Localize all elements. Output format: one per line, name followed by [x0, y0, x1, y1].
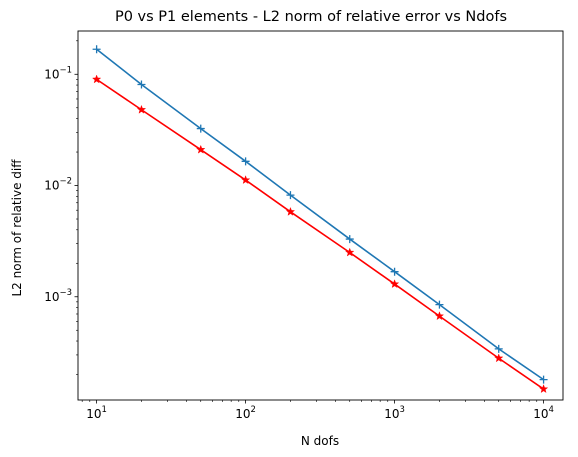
series-1 — [92, 45, 548, 384]
data-point — [285, 206, 296, 216]
data-point — [435, 300, 444, 309]
x-tick-label: 103 — [384, 405, 405, 421]
data-point — [539, 375, 548, 384]
x-axis-label: N dofs — [301, 434, 339, 448]
data-point — [434, 311, 445, 321]
ticks-layer: 101 102 103 104 10−3 10−2 10−1 — [44, 40, 554, 421]
data-point — [494, 353, 504, 363]
y-tick-label: 10−3 — [44, 288, 72, 304]
series-2 — [91, 74, 549, 394]
data-point — [240, 175, 251, 184]
data-point — [286, 191, 295, 200]
data-point — [136, 104, 147, 114]
series-line — [96, 78, 545, 390]
data-point — [137, 80, 146, 89]
data-point — [345, 235, 354, 244]
data-point — [196, 124, 205, 133]
y-tick-label: 10−1 — [44, 65, 72, 81]
chart-title: P0 vs P1 elements - L2 norm of relative … — [115, 9, 507, 25]
data-point — [538, 384, 549, 394]
data-point — [196, 144, 206, 154]
x-tick-label: 102 — [235, 405, 256, 421]
axes-frame — [77, 30, 564, 401]
data-point — [241, 157, 250, 166]
data-point — [389, 279, 400, 289]
series-line — [96, 48, 545, 381]
x-tick-label: 104 — [533, 405, 554, 421]
data-point — [390, 267, 399, 276]
y-tick-label: 10−2 — [44, 177, 72, 193]
data-point — [91, 74, 102, 84]
data-point — [345, 247, 355, 257]
series-layer — [91, 45, 549, 394]
data-point — [494, 344, 503, 353]
axes-layer — [77, 30, 564, 401]
x-tick-label: 101 — [86, 405, 107, 421]
y-axis-label: L2 norm of relative diff — [10, 159, 24, 297]
data-point — [92, 45, 101, 54]
